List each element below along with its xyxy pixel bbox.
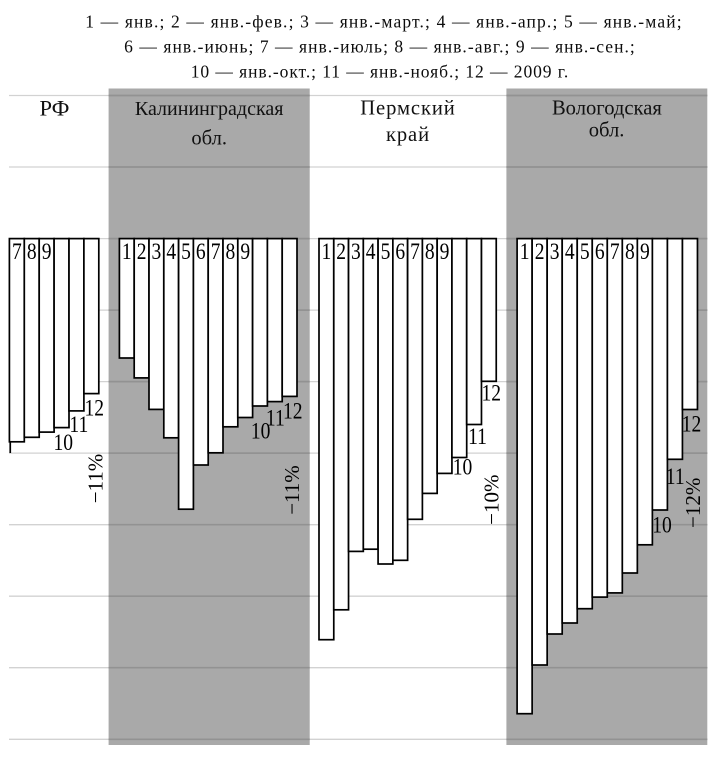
svg-text:3: 3 xyxy=(152,238,162,264)
svg-text:5: 5 xyxy=(181,238,191,264)
svg-text:2: 2 xyxy=(137,238,147,264)
svg-text:11: 11 xyxy=(468,424,487,450)
svg-text:1: 1 xyxy=(122,238,132,264)
svg-text:12: 12 xyxy=(283,398,303,424)
svg-text:1: 1 xyxy=(321,238,331,264)
svg-text:7: 7 xyxy=(610,238,620,264)
svg-text:4: 4 xyxy=(565,238,575,264)
svg-text:9: 9 xyxy=(440,238,450,264)
svg-text:3: 3 xyxy=(351,238,361,264)
svg-text:8: 8 xyxy=(27,238,37,264)
svg-text:2: 2 xyxy=(336,238,346,264)
svg-text:7: 7 xyxy=(410,238,420,264)
svg-text:РФ: РФ xyxy=(40,95,70,120)
svg-text:край: край xyxy=(386,124,430,146)
svg-text:5: 5 xyxy=(580,238,590,264)
svg-text:6 — янв.-июнь; 7 — янв.-июль;: 6 — янв.-июнь; 7 — янв.-июль; 8 — янв.-а… xyxy=(124,37,636,57)
svg-text:6: 6 xyxy=(196,238,206,264)
svg-text:−12%: −12% xyxy=(681,478,705,528)
svg-text:Пермский: Пермский xyxy=(360,97,455,119)
svg-text:Калининградская: Калининградская xyxy=(135,98,284,120)
svg-text:3: 3 xyxy=(550,238,560,264)
svg-text:9: 9 xyxy=(42,238,52,264)
svg-text:11: 11 xyxy=(266,405,285,431)
svg-text:10: 10 xyxy=(652,512,672,538)
svg-text:обл.: обл. xyxy=(191,128,227,150)
svg-text:12: 12 xyxy=(84,395,104,421)
svg-text:1 — янв.; 2 — янв.-фев.; 3 — я: 1 — янв.; 2 — янв.-фев.; 3 — янв.-март.;… xyxy=(85,11,683,31)
svg-text:10: 10 xyxy=(53,430,73,456)
svg-text:11: 11 xyxy=(69,412,88,438)
svg-text:2: 2 xyxy=(535,238,545,264)
svg-text:1: 1 xyxy=(520,238,530,264)
svg-text:−11%: −11% xyxy=(83,454,107,504)
svg-text:6: 6 xyxy=(395,238,405,264)
svg-text:12: 12 xyxy=(682,411,702,437)
svg-text:10: 10 xyxy=(453,454,473,480)
svg-text:8: 8 xyxy=(226,238,236,264)
svg-text:−10%: −10% xyxy=(480,475,504,525)
svg-text:5: 5 xyxy=(381,238,391,264)
svg-text:8: 8 xyxy=(625,238,635,264)
svg-text:4: 4 xyxy=(366,238,376,264)
svg-text:6: 6 xyxy=(595,238,605,264)
svg-text:4: 4 xyxy=(166,238,176,264)
svg-text:7: 7 xyxy=(211,238,221,264)
svg-text:7: 7 xyxy=(12,238,22,264)
svg-text:10 — янв.-окт.; 11 — янв.-нояб: 10 — янв.-окт.; 11 — янв.-нояб.; 12 — 20… xyxy=(191,62,569,82)
svg-text:Вологодская: Вологодская xyxy=(552,97,662,119)
svg-text:11: 11 xyxy=(666,464,685,490)
svg-text:8: 8 xyxy=(425,238,435,264)
svg-text:12: 12 xyxy=(482,380,502,406)
svg-text:9: 9 xyxy=(240,238,250,264)
svg-text:9: 9 xyxy=(640,238,650,264)
svg-text:−11%: −11% xyxy=(280,465,304,515)
svg-text:обл.: обл. xyxy=(589,119,625,141)
svg-text:10: 10 xyxy=(251,418,271,444)
